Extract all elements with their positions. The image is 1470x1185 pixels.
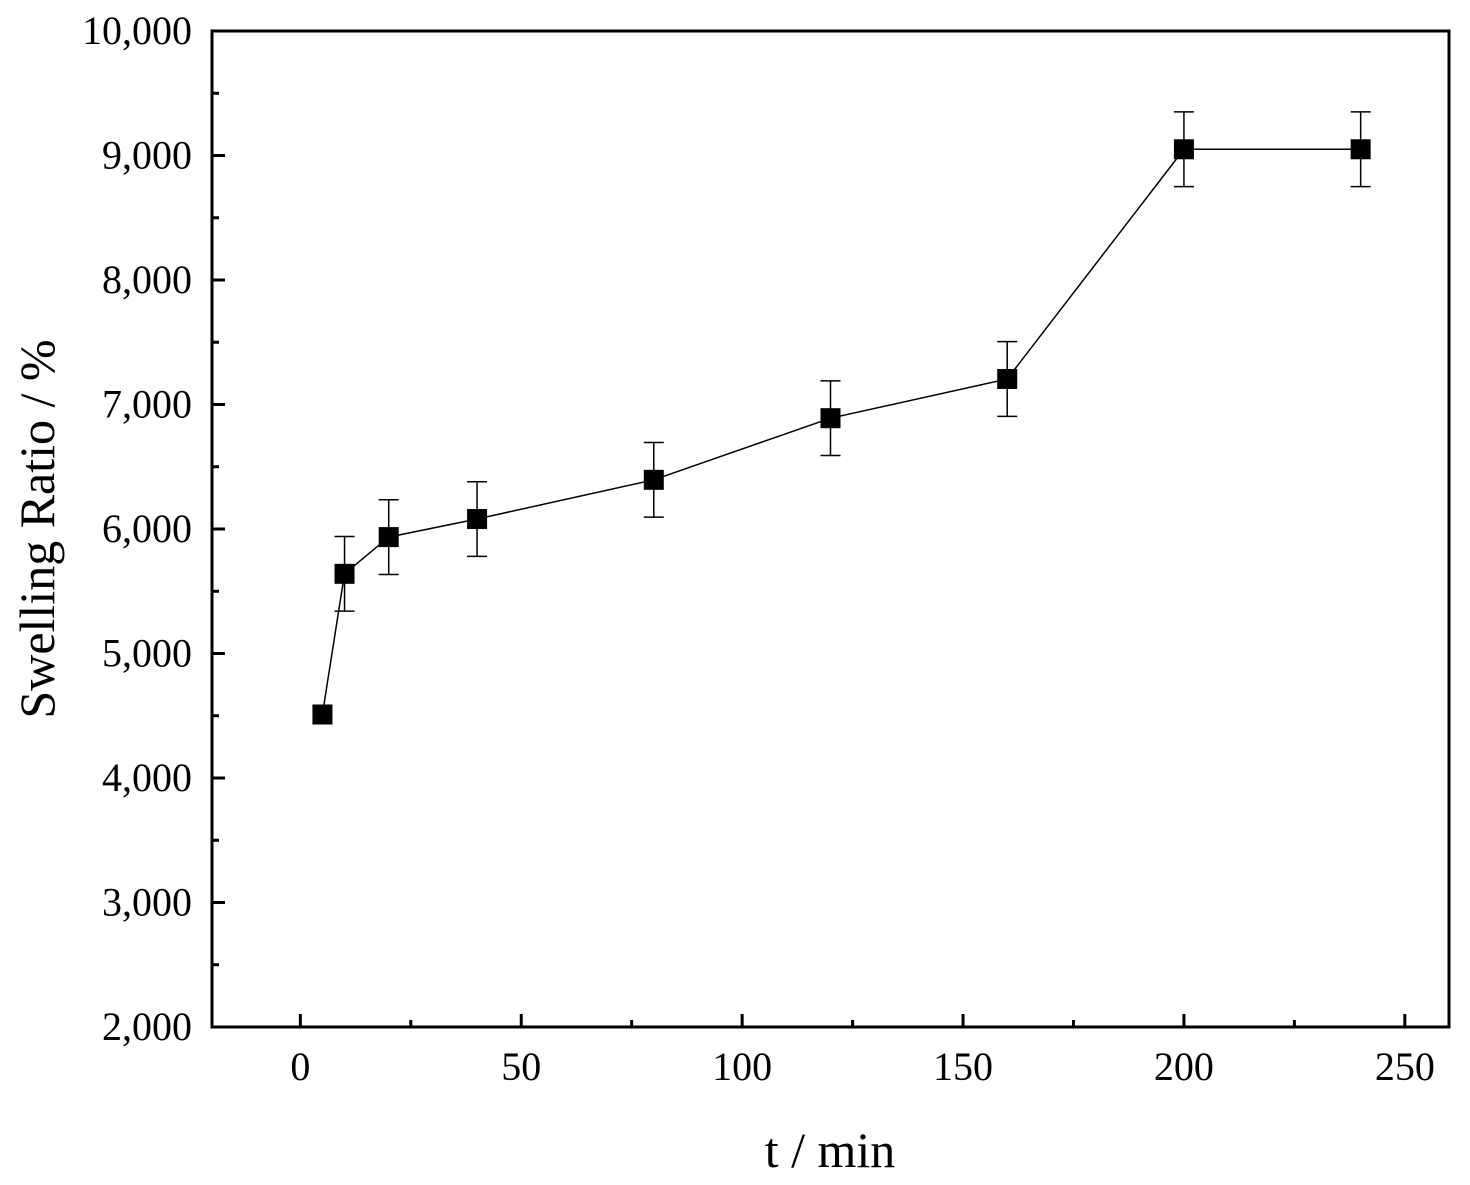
data-point <box>312 704 333 725</box>
plot-frame <box>210 29 1451 1029</box>
x-tick-label: 200 <box>1154 1044 1214 1089</box>
data-point <box>820 408 841 429</box>
y-tick-label: 5,000 <box>102 631 192 676</box>
ticks-layer: 0 50 100 150 200 250 2,000 3,000 4,000 5,000 6,000… <box>82 8 1435 1089</box>
x-tick-label: 0 <box>290 1044 310 1089</box>
series-line <box>321 148 1361 715</box>
data-point <box>1173 139 1194 160</box>
data-point <box>643 469 664 490</box>
y-tick-label: 7,000 <box>102 382 192 427</box>
data-point <box>467 509 488 530</box>
y-tick-label: 10,000 <box>82 8 192 53</box>
x-axis-title: t / min <box>765 1122 896 1178</box>
y-tick-label: 2,000 <box>102 1004 192 1049</box>
y-tick-label: 8,000 <box>102 257 192 302</box>
data-point <box>334 563 355 584</box>
data-point <box>997 368 1018 389</box>
x-tick-label: 150 <box>933 1044 993 1089</box>
y-tick-label: 3,000 <box>102 880 192 925</box>
data-point <box>1350 139 1371 160</box>
y-tick-label: 4,000 <box>102 755 192 800</box>
x-tick-label: 250 <box>1375 1044 1435 1089</box>
y-tick-label: 9,000 <box>102 133 192 178</box>
y-axis-title: Swelling Ratio / % <box>9 339 65 718</box>
data-layer <box>312 111 1371 725</box>
x-tick-label: 100 <box>712 1044 772 1089</box>
data-point <box>378 527 399 548</box>
x-tick-label: 50 <box>501 1044 541 1089</box>
y-tick-label: 6,000 <box>102 506 192 551</box>
